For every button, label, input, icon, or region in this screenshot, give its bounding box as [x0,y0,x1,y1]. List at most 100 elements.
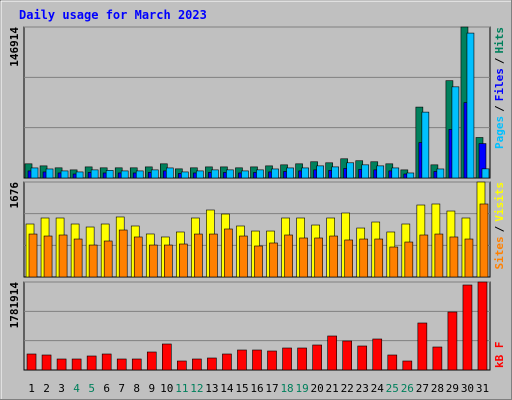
x-tick-label: 13 [205,382,218,395]
bar [327,335,337,371]
legend-separator: / [493,57,506,64]
bar [192,358,202,371]
bar [297,347,307,371]
bar [116,358,127,371]
x-tick-label: 28 [431,382,444,395]
legend: Pages / Files / Hits [493,27,506,149]
x-tick-label: 26 [401,382,414,395]
bar [481,168,490,179]
bar [222,353,232,371]
x-tick-label: 1 [28,382,35,395]
bar [164,244,173,278]
bar [329,235,338,278]
bar [314,237,323,278]
bar [447,311,458,371]
legend-entry: kB F [493,342,506,369]
bar [342,340,352,371]
bar [75,171,84,179]
legend-entry: Hits [493,27,506,54]
legend-separator: / [493,105,506,112]
bar [419,234,429,278]
bar [432,346,443,371]
bar [269,242,278,278]
x-tick-label: 15 [235,382,248,395]
bar [60,170,69,179]
bar [282,347,292,371]
bar [256,169,264,179]
bar [41,354,52,371]
bar [73,238,83,278]
bar [196,170,204,179]
bar [207,357,217,371]
bar [344,239,353,278]
bar [131,358,142,371]
x-tick-label: 21 [326,382,339,395]
bar [404,241,414,278]
bar [391,167,400,179]
bar [226,169,234,179]
x-tick-label: 7 [118,382,125,395]
x-tick-label: 11 [175,382,188,395]
bar [194,233,203,278]
bar [434,233,444,278]
bar [90,169,99,179]
bar [421,111,430,179]
x-tick-label: 5 [88,382,95,395]
bar [361,164,370,179]
bar [28,233,38,278]
x-tick-label: 27 [416,382,429,395]
x-tick-label: 17 [265,382,278,395]
bar [479,203,489,278]
bar [357,345,368,371]
x-tick-label: 20 [311,382,324,395]
bar [179,243,188,278]
plot-area [23,26,491,179]
bar [372,338,383,371]
bar [267,350,277,371]
legend-separator: / [493,225,506,232]
bar [331,166,339,179]
bar [86,355,97,371]
bar [299,237,308,278]
bar [359,238,369,278]
x-tick-label: 22 [341,382,354,395]
bar [286,167,294,179]
bar [209,233,218,278]
bar [241,170,249,179]
legend-entry: Sites [493,236,506,269]
x-tick-label: 12 [190,382,203,395]
bar [146,351,157,371]
x-tick-label: 16 [250,382,263,395]
bar [211,169,219,179]
bar [148,244,158,278]
x-tick-label: 23 [356,382,369,395]
bar [166,167,174,179]
legend: Sites / Visits [493,182,506,270]
bar [237,349,247,371]
bar [464,238,474,278]
bar [88,244,98,278]
bar [162,343,172,371]
chart-title: Daily usage for March 2023 [19,8,207,22]
bar [301,167,309,179]
bar [316,165,324,179]
bar [466,32,475,179]
bar [30,167,39,179]
bar [477,281,488,371]
x-tick-label: 3 [58,382,65,395]
bar [389,246,399,278]
x-tick-label: 10 [160,382,173,395]
x-tick-label: 29 [446,382,459,395]
bar [58,234,68,278]
x-tick-label: 14 [220,382,234,395]
bar [239,235,248,278]
bar [312,344,322,371]
bar [56,358,67,371]
bar [271,168,279,179]
x-tick-label: 24 [371,382,385,395]
x-tick-label: 19 [295,382,308,395]
bar [101,353,112,371]
bar [26,353,37,371]
x-tick-label: 2 [43,382,50,395]
